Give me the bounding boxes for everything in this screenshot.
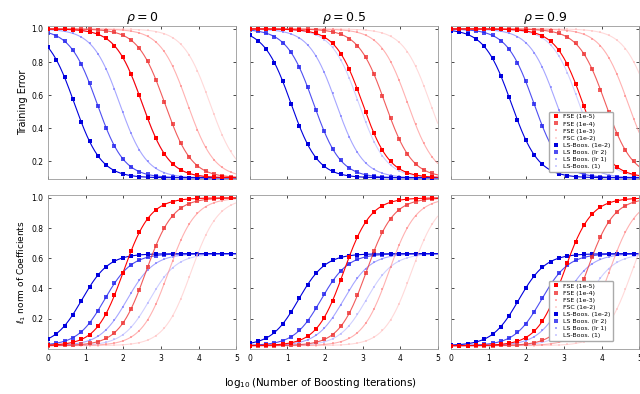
Legend: FSE (1e-5), FSE (1e-4), FSE (1e-3), FSC (1e-2), LS-Boos. (1e-2), LS Boos. (lr 2): FSE (1e-5), FSE (1e-4), FSE (1e-3), FSC … (549, 281, 613, 341)
Title: $\rho = 0$: $\rho = 0$ (126, 9, 158, 26)
Title: $\rho = 0.9$: $\rho = 0.9$ (523, 9, 567, 26)
Title: $\rho = 0.5$: $\rho = 0.5$ (322, 9, 365, 26)
Y-axis label: $\ell_1$ norm of Coefficients: $\ell_1$ norm of Coefficients (16, 220, 28, 323)
Legend: FSE (1e-5), FSE (1e-4), FSE (1e-3), FSC (1e-2), LS-Boos. (1e-2), LS Boos. (lr 2): FSE (1e-5), FSE (1e-4), FSE (1e-3), FSC … (549, 112, 613, 172)
Y-axis label: Training Error: Training Error (18, 70, 28, 135)
Text: $\log_{10}$(Number of Boosting Iterations): $\log_{10}$(Number of Boosting Iteration… (224, 376, 416, 390)
